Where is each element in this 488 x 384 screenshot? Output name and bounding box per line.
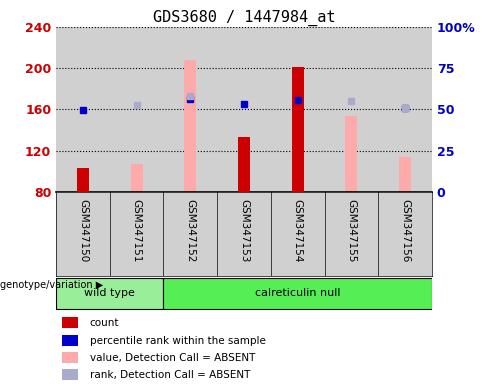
Text: GSM347156: GSM347156	[400, 199, 410, 262]
Text: GSM347151: GSM347151	[132, 199, 142, 262]
Bar	[77, 168, 89, 192]
Bar	[62, 369, 78, 380]
Text: genotype/variation ▶: genotype/variation ▶	[0, 280, 103, 290]
Title: GDS3680 / 1447984_at: GDS3680 / 1447984_at	[153, 9, 335, 25]
Bar	[399, 157, 411, 192]
Text: GSM347154: GSM347154	[293, 199, 303, 262]
Bar	[62, 334, 78, 346]
Bar	[217, 27, 271, 192]
Text: wild type: wild type	[84, 288, 135, 298]
Bar	[56, 27, 110, 192]
Bar	[62, 352, 78, 363]
Text: rank, Detection Call = ABSENT: rank, Detection Call = ABSENT	[90, 370, 250, 380]
Bar	[378, 27, 432, 192]
Bar	[131, 164, 142, 192]
Bar	[184, 60, 196, 192]
FancyBboxPatch shape	[56, 278, 163, 310]
Bar	[238, 137, 250, 192]
Bar	[292, 67, 304, 192]
Bar	[62, 317, 78, 328]
Text: percentile rank within the sample: percentile rank within the sample	[90, 336, 265, 346]
Text: GSM347150: GSM347150	[78, 199, 88, 262]
Text: GSM347152: GSM347152	[185, 199, 195, 262]
Text: value, Detection Call = ABSENT: value, Detection Call = ABSENT	[90, 353, 255, 363]
FancyBboxPatch shape	[163, 278, 432, 310]
Text: count: count	[90, 318, 120, 328]
Text: calreticulin null: calreticulin null	[255, 288, 341, 298]
Bar	[271, 27, 325, 192]
Text: GSM347153: GSM347153	[239, 199, 249, 262]
Bar	[325, 27, 378, 192]
Bar	[110, 27, 163, 192]
Bar	[346, 116, 357, 192]
Text: GSM347155: GSM347155	[346, 199, 356, 262]
Bar	[163, 27, 217, 192]
